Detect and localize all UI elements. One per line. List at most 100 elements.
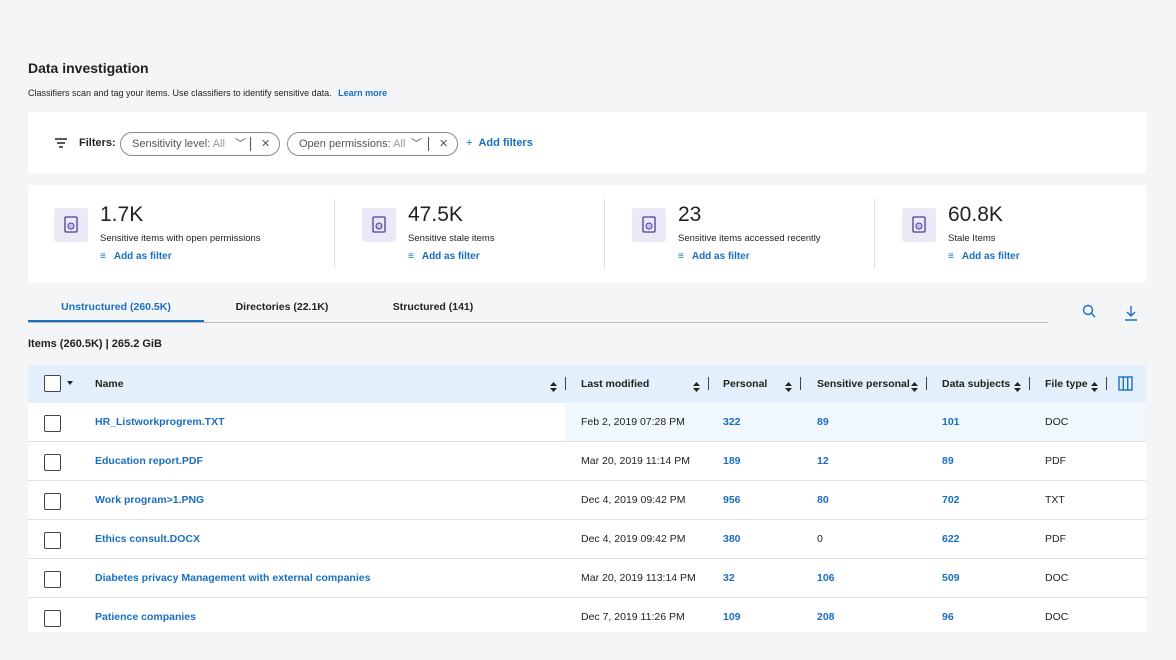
column-divider [565, 377, 566, 390]
add-filters-text: Add filters [478, 137, 533, 149]
sort-button[interactable] [550, 379, 557, 392]
row-highlight [565, 403, 1146, 441]
table-cell: 380 [723, 533, 741, 545]
column-header: Name [95, 378, 124, 390]
select-caret[interactable] [67, 381, 73, 385]
select-all-checkbox[interactable] [44, 375, 61, 392]
tab[interactable]: Directories (22.1K) [235, 301, 329, 313]
table-row [28, 559, 1146, 598]
add-as-filter[interactable]: ≡ Add as filter [948, 251, 1020, 262]
stat-divider [604, 199, 605, 268]
stat-value: 60.8K [948, 203, 1003, 226]
filter-icon [55, 138, 67, 148]
table-cell: 109 [723, 611, 741, 623]
file-link[interactable]: Patience companies [95, 611, 196, 623]
add-as-filter-text: Add as filter [113, 251, 172, 262]
add-as-filter-text: Add as filter [961, 251, 1020, 262]
sort-button[interactable] [785, 379, 792, 392]
table-cell: 702 [942, 494, 960, 506]
chip-label: Open permissions: [299, 138, 391, 150]
table-row [28, 520, 1146, 559]
file-link[interactable]: Diabetes privacy Management with externa… [95, 572, 371, 584]
stat-icon [362, 208, 396, 242]
stat-label: Sensitive items with open permissions [100, 233, 261, 244]
download-button[interactable] [1124, 305, 1138, 321]
row-checkbox[interactable] [44, 571, 61, 588]
file-link[interactable]: HR_Listworkprogrem.TXT [95, 416, 225, 428]
column-header: Sensitive personal [817, 378, 910, 390]
table-cell: Mar 20, 2019 11:14 PM [581, 455, 690, 467]
stat-divider [874, 199, 875, 268]
column-divider [926, 377, 927, 390]
file-link[interactable]: Work program>1.PNG [95, 494, 205, 506]
table-cell: Dec 7, 2019 11:26 PM [581, 611, 685, 623]
add-filters[interactable]: + Add filters [466, 137, 533, 149]
tab-rule [28, 322, 1048, 323]
table-cell: PDF [1045, 533, 1066, 545]
filter-chip[interactable]: Sensitivity level: All ﹀ ✕ [120, 132, 280, 156]
filter-chip[interactable]: Open permissions: All ﹀ ✕ [287, 132, 458, 156]
items-summary: Items (260.5K) | 265.2 GiB [28, 338, 162, 350]
table-cell: Dec 4, 2019 09:42 PM [581, 533, 686, 545]
stat-icon [54, 208, 88, 242]
column-divider [800, 377, 801, 390]
add-as-filter[interactable]: ≡ Add as filter [408, 251, 480, 262]
chip-value: All [393, 138, 406, 150]
column-divider [1029, 377, 1030, 390]
stat-divider [334, 199, 335, 268]
stat-label: Sensitive stale items [408, 233, 495, 244]
row-checkbox[interactable] [44, 532, 61, 549]
table-cell: 322 [723, 416, 741, 428]
table-cell: DOC [1045, 572, 1069, 584]
sort-button[interactable] [911, 379, 918, 392]
stat-icon [632, 208, 666, 242]
add-as-filter[interactable]: ≡ Add as filter [678, 251, 750, 262]
table-cell: Dec 4, 2019 09:42 PM [581, 494, 686, 506]
page-title: Data investigation [28, 60, 149, 76]
row-checkbox[interactable] [44, 415, 61, 432]
column-header: Personal [723, 378, 768, 390]
tab[interactable]: Structured (141) [392, 301, 474, 313]
tab[interactable]: Unstructured (260.5K) [61, 301, 171, 313]
table-cell: DOC [1045, 416, 1069, 428]
columns-button[interactable] [1118, 376, 1133, 391]
table-cell: 106 [817, 572, 835, 584]
file-link[interactable]: Ethics consult.DOCX [95, 533, 201, 545]
filter-panel [28, 112, 1146, 173]
search-button[interactable] [1082, 304, 1096, 318]
add-as-filter-text: Add as filter [691, 251, 750, 262]
row-checkbox[interactable] [44, 493, 61, 510]
row-checkbox[interactable] [44, 610, 61, 627]
table-cell: 189 [723, 455, 741, 467]
subtitle-text: Classifiers scan and tag your items. Use… [28, 88, 332, 98]
table-cell: Mar 20, 2019 113:14 PM [581, 572, 696, 584]
column-divider [1106, 377, 1107, 390]
file-link[interactable]: Education report.PDF [95, 455, 203, 467]
table-cell: PDF [1045, 455, 1066, 467]
subtitle: Classifiers scan and tag your items. Use… [28, 88, 387, 98]
stat-label: Sensitive items accessed recently [678, 233, 821, 244]
stat-value: 1.7K [100, 203, 144, 226]
sort-button[interactable] [1014, 379, 1021, 392]
table-cell: Feb 2, 2019 07:28 PM [581, 416, 685, 428]
table-cell: 80 [817, 494, 829, 506]
column-header: Last modified [581, 378, 650, 390]
add-as-filter-text: Add as filter [421, 251, 480, 262]
table-cell: 32 [723, 572, 735, 584]
table-cell: 89 [942, 455, 954, 467]
sort-button[interactable] [1091, 379, 1098, 392]
stat-value: 23 [678, 203, 702, 226]
row-checkbox[interactable] [44, 454, 61, 471]
table-cell: 956 [723, 494, 741, 506]
table-cell: 622 [942, 533, 960, 545]
table-cell: 509 [942, 572, 960, 584]
table-cell: 208 [817, 611, 835, 623]
learn-more-link[interactable]: Learn more [338, 88, 388, 98]
page-bottom [0, 632, 1176, 660]
table-cell: 96 [942, 611, 954, 623]
sort-button[interactable] [693, 379, 700, 392]
table-cell: 0 [817, 533, 823, 545]
stats-panel [28, 185, 1146, 282]
add-as-filter[interactable]: ≡ Add as filter [100, 251, 172, 262]
